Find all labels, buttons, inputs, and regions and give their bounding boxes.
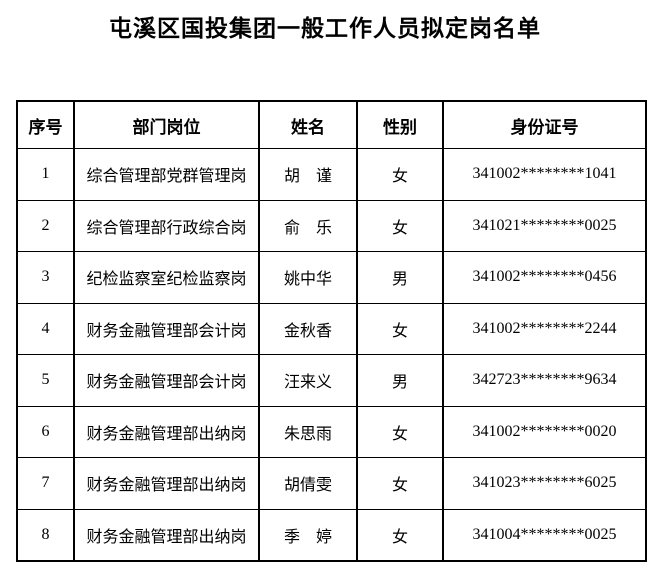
position-cell: 财务金融管理部出纳岗 [73,457,260,510]
gender-cell: 女 [356,508,444,562]
id-number-cell: 341004********0025 [442,508,647,562]
name-cell: 朱思雨 [258,405,358,458]
serial-number-cell: 6 [16,405,75,458]
header-department-position: 部门岗位 [73,100,260,149]
name-cell: 胡倩雯 [258,457,358,510]
serial-number-cell: 2 [16,199,75,252]
name-cell: 汪来义 [258,354,358,407]
gender-cell: 男 [356,354,444,407]
table-row: 1 综合管理部党群管理岗 胡 谨 女 341002********1041 [16,148,647,201]
serial-number-cell: 7 [16,457,75,510]
name-cell: 姚中华 [258,251,358,304]
table-header-row: 序号 部门岗位 姓名 性别 身份证号 [16,100,647,149]
name-cell: 俞 乐 [258,199,358,252]
staff-table: 序号 部门岗位 姓名 性别 身份证号 1 综合管理部党群管理岗 胡 谨 女 34… [16,100,647,562]
serial-number-cell: 8 [16,508,75,562]
header-name: 姓名 [258,100,358,149]
gender-cell: 女 [356,148,444,201]
id-number-cell: 341002********0456 [442,251,647,304]
position-cell: 财务金融管理部出纳岗 [73,508,260,562]
name-cell: 金秋香 [258,302,358,355]
table-row: 6 财务金融管理部出纳岗 朱思雨 女 341002********0020 [16,405,647,458]
id-number-cell: 341023********6025 [442,457,647,510]
header-id-number: 身份证号 [442,100,647,149]
header-serial-number: 序号 [16,100,75,149]
gender-cell: 女 [356,302,444,355]
gender-cell: 男 [356,251,444,304]
serial-number-cell: 5 [16,354,75,407]
gender-cell: 女 [356,405,444,458]
table-row: 5 财务金融管理部会计岗 汪来义 男 342723********9634 [16,354,647,407]
id-number-cell: 342723********9634 [442,354,647,407]
id-number-cell: 341002********2244 [442,302,647,355]
position-cell: 综合管理部行政综合岗 [73,199,260,252]
serial-number-cell: 3 [16,251,75,304]
name-cell: 胡 谨 [258,148,358,201]
position-cell: 财务金融管理部出纳岗 [73,405,260,458]
gender-cell: 女 [356,199,444,252]
id-number-cell: 341021********0025 [442,199,647,252]
header-gender: 性别 [356,100,444,149]
table-row: 2 综合管理部行政综合岗 俞 乐 女 341021********0025 [16,199,647,252]
position-cell: 财务金融管理部会计岗 [73,302,260,355]
gender-cell: 女 [356,457,444,510]
id-number-cell: 341002********1041 [442,148,647,201]
table-row: 7 财务金融管理部出纳岗 胡倩雯 女 341023********6025 [16,457,647,510]
table-row: 4 财务金融管理部会计岗 金秋香 女 341002********2244 [16,302,647,355]
position-cell: 纪检监察室纪检监察岗 [73,251,260,304]
name-cell: 季 婷 [258,508,358,562]
position-cell: 综合管理部党群管理岗 [73,148,260,201]
position-cell: 财务金融管理部会计岗 [73,354,260,407]
serial-number-cell: 4 [16,302,75,355]
id-number-cell: 341002********0020 [442,405,647,458]
table-row: 8 财务金融管理部出纳岗 季 婷 女 341004********0025 [16,508,647,562]
serial-number-cell: 1 [16,148,75,201]
page-title: 屯溪区国投集团一般工作人员拟定岗名单 [109,16,541,41]
table-row: 3 纪检监察室纪检监察岗 姚中华 男 341002********0456 [16,251,647,304]
